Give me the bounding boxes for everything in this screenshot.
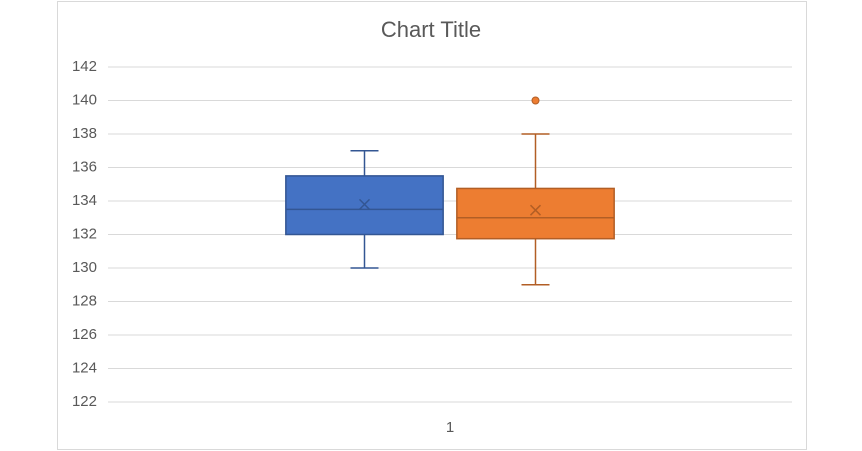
mean-marker [358,198,371,210]
y-tick-label: 122 [72,393,97,410]
y-tick-label: 130 [72,259,97,276]
box [456,187,615,240]
y-tick-label: 124 [72,359,97,376]
mean-marker [529,204,542,216]
chart-title: Chart Title [381,17,481,42]
x-tick-label: 1 [446,419,454,436]
y-tick-label: 140 [72,91,97,108]
outlier [531,96,540,105]
y-tick-label: 128 [72,292,97,309]
y-tick-label: 142 [72,58,97,75]
y-tick-label: 134 [72,192,97,209]
y-tick-label: 138 [72,125,97,142]
y-tick-label: 132 [72,225,97,242]
y-tick-label: 136 [72,158,97,175]
y-tick-label: 126 [72,326,97,343]
